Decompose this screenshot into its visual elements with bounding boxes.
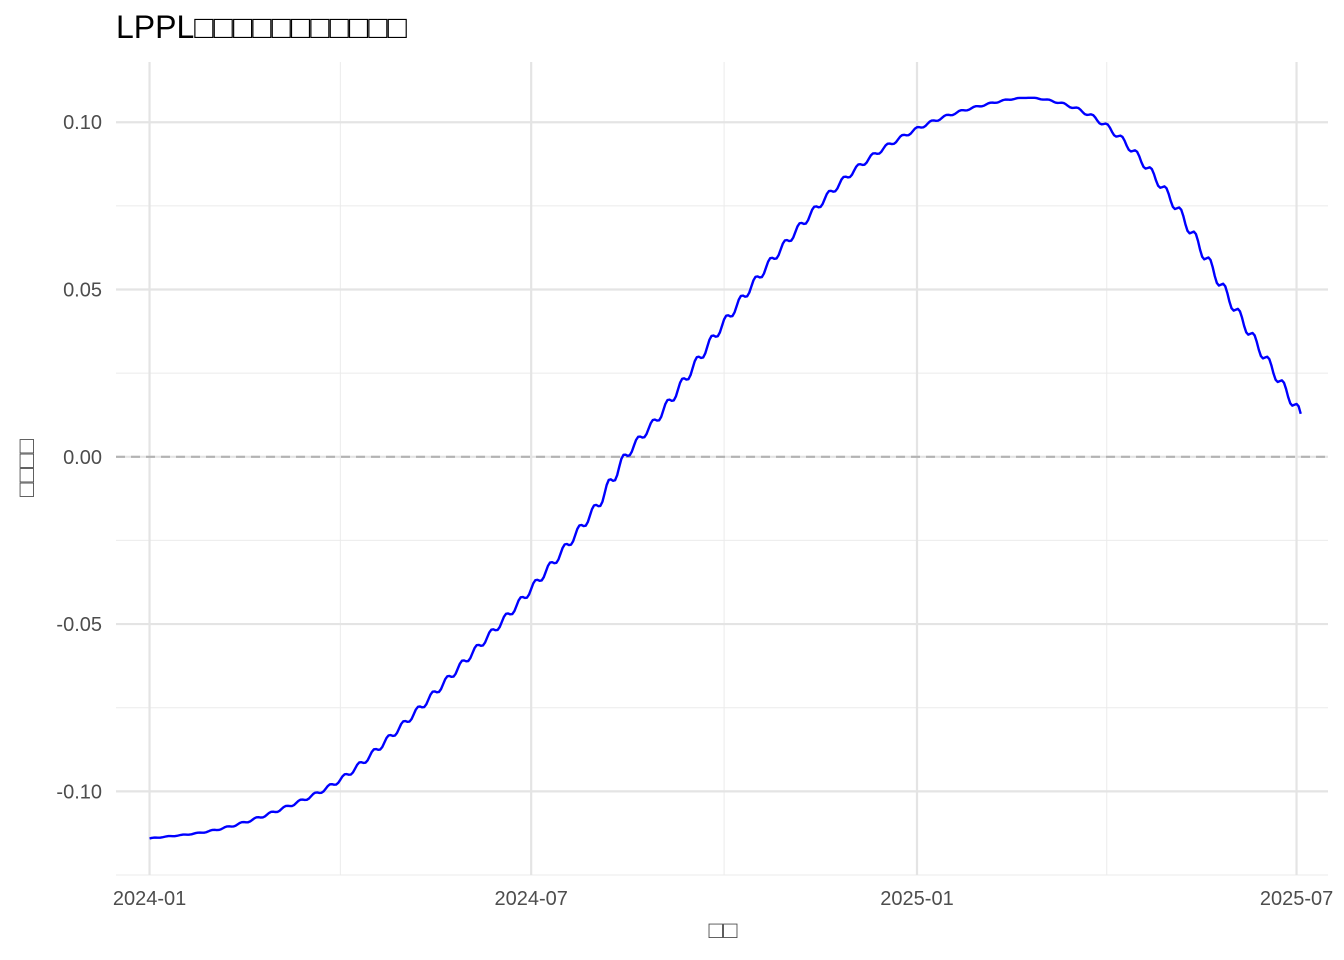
y-tick-label: -0.05 bbox=[56, 614, 102, 636]
y-tick-label: -0.10 bbox=[56, 781, 102, 803]
gridlines bbox=[116, 62, 1328, 876]
x-tick-label: 2025-07 bbox=[1260, 888, 1333, 910]
x-tick-label: 2024-07 bbox=[494, 888, 567, 910]
chart-title: LPPL□□□□□□□□□□□ bbox=[116, 9, 408, 45]
x-axis-title: □□ bbox=[709, 917, 738, 944]
y-axis-ticks: -0.10 -0.05 0.00 0.05 0.10 bbox=[56, 112, 102, 803]
x-tick-label: 2024-01 bbox=[113, 888, 186, 910]
x-axis-ticks: 2024-01 2024-07 2025-01 2025-07 bbox=[113, 888, 1333, 910]
x-tick-label: 2025-01 bbox=[880, 888, 953, 910]
y-tick-label: 0.00 bbox=[63, 447, 102, 469]
series-group bbox=[149, 96, 1302, 840]
y-axis-title: □□□□ bbox=[13, 439, 40, 497]
y-tick-label: 0.10 bbox=[63, 112, 102, 134]
series-line bbox=[149, 96, 1302, 840]
y-tick-label: 0.05 bbox=[63, 280, 102, 302]
